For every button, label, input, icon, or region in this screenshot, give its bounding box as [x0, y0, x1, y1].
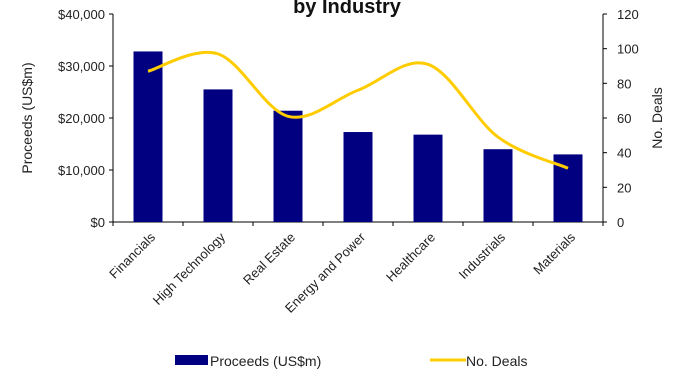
y-tick-label: $10,000 [58, 163, 105, 178]
x-tick-label: Industrials [456, 229, 509, 282]
y-axis-title: Proceeds (US$m) [19, 62, 35, 173]
bar-proceeds [133, 51, 163, 222]
y-tick-label: $40,000 [58, 7, 105, 22]
x-tick-label: Healthcare [383, 230, 438, 285]
legend-label-deals: No. Deals [466, 353, 527, 369]
y2-tick-label: 60 [617, 111, 631, 126]
y-tick-label: $0 [91, 215, 105, 230]
x-tick-label: Financials [106, 229, 158, 281]
series-line-deals [147, 50, 569, 170]
y-tick-label: $30,000 [58, 59, 105, 74]
legend-swatch-proceeds [175, 355, 208, 365]
legend: Proceeds (US$m) No. Deals [175, 353, 527, 369]
bar-proceeds [413, 134, 443, 222]
bar-proceeds [203, 89, 233, 223]
y2-tick-label: 100 [617, 42, 639, 57]
bar-proceeds [343, 132, 373, 222]
x-tick-label: High Technology [150, 229, 229, 308]
chart-title: by Industry [293, 0, 402, 18]
legend-label-proceeds: Proceeds (US$m) [210, 353, 321, 369]
bar-proceeds [273, 110, 303, 222]
y-tick-label: $20,000 [58, 111, 105, 126]
x-tick-label: Real Estate [240, 230, 298, 288]
plot-area: $0 $10,000 $20,000 $30,000 $40,000 0 20 40 60 80 1… [58, 7, 639, 316]
y2-tick-label: 20 [617, 180, 631, 195]
bar-proceeds [483, 149, 513, 222]
x-tick-label: Materials [530, 229, 578, 277]
y2-tick-label: 0 [617, 215, 624, 230]
y2-tick-label: 80 [617, 76, 631, 91]
y2-tick-label: 120 [617, 7, 639, 22]
y2-axis-title: No. Deals [649, 87, 665, 148]
y2-tick-label: 40 [617, 146, 631, 161]
